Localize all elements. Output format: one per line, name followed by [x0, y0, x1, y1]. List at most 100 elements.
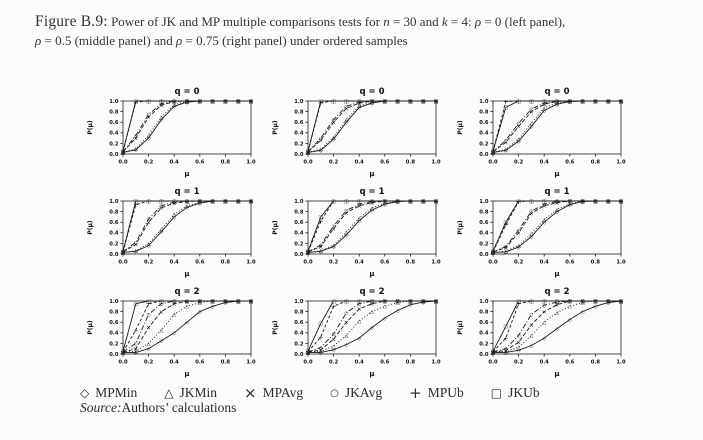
circle-marker-icon: ○	[619, 100, 623, 105]
times-marker-icon: ×	[529, 109, 534, 116]
triangle-marker-icon: △	[568, 304, 572, 310]
times-marker-icon: ×	[516, 340, 521, 347]
triangle-marker-icon: △	[185, 204, 189, 210]
y-tick-label: 0.8	[479, 310, 489, 316]
caption-segment: k	[441, 14, 448, 29]
figure-caption: Figure B.9: Power of JK and MP multiple …	[35, 12, 687, 50]
triangle-marker-icon: △	[606, 299, 610, 305]
times-marker-icon: ×	[503, 348, 508, 355]
x-tick-label: 0.2	[514, 360, 524, 366]
circle-marker-icon: ○	[172, 100, 176, 105]
diamond-marker-icon: ◇	[147, 347, 151, 353]
diamond-marker-icon: ◇	[529, 124, 533, 130]
square-marker-icon: □	[370, 199, 375, 205]
plus-marker-icon: +	[120, 248, 125, 256]
diamond-marker-icon: ◇	[606, 199, 610, 205]
circle-marker-icon: ○	[223, 300, 227, 305]
circle-marker-icon: ○	[606, 200, 610, 205]
triangle-marker-icon: △	[344, 230, 348, 236]
legend: ◇ MPMin △ JKMin × MPAvg ○ JKAvg + MPUb □ JKUb	[80, 384, 540, 402]
square-marker-icon: □	[555, 99, 560, 105]
plus-marker-icon: +	[305, 148, 310, 156]
square-marker-icon: □	[197, 299, 202, 305]
series-JKUb: □ □ □ □ □ □ □ □ □ □ □	[491, 99, 624, 155]
square-marker-icon: □	[344, 199, 349, 205]
triangle-marker-icon: △	[568, 99, 572, 105]
times-marker-icon: ×	[554, 99, 559, 106]
times-marker-icon: ×	[433, 198, 438, 205]
circle-marker-icon: ○	[568, 200, 572, 205]
plus-marker-icon: +	[409, 384, 422, 402]
times-marker-icon: ×	[554, 200, 559, 207]
diamond-marker-icon: ◇	[593, 304, 597, 310]
diamond-marker-icon: ◇	[568, 203, 572, 209]
series-JKUb: □ □ □ □ □ □ □ □ □ □ □	[306, 299, 439, 355]
square-marker-icon: □	[357, 99, 362, 105]
square-marker-icon: □	[210, 99, 215, 105]
triangle-marker-icon: △	[383, 201, 387, 207]
diamond-marker-icon: ◇	[606, 301, 610, 307]
triangle-marker-icon: △	[491, 350, 495, 356]
diamond-marker-icon: ◇	[198, 201, 202, 207]
series-JKMin: △ △ △ △ △ △ △ △ △ △ △	[306, 299, 438, 356]
diamond-marker-icon: ◇	[408, 303, 412, 309]
circle-marker-icon: ○	[517, 229, 521, 234]
triangle-marker-icon: △	[332, 344, 336, 350]
plus-marker-icon: +	[133, 201, 138, 209]
circle-marker-icon: ○	[491, 351, 495, 356]
triangle-marker-icon: △	[434, 299, 438, 305]
circle-marker-icon: ○	[568, 100, 572, 105]
times-marker-icon: ×	[318, 347, 323, 354]
x-tick-label: 1.0	[431, 360, 441, 366]
square-marker-icon: □	[159, 299, 164, 305]
y-tick-label: 1.0	[479, 99, 489, 105]
square-marker-icon: □	[529, 99, 534, 105]
plus-marker-icon: +	[133, 327, 138, 335]
y-tick-label: 0.8	[294, 210, 304, 216]
x-tick-label: 0.2	[514, 160, 524, 166]
diamond-marker-icon: ◇	[517, 245, 521, 251]
square-marker-icon: □	[434, 199, 439, 205]
legend-item-mpmin: ◇ MPMin	[80, 385, 137, 401]
circle-marker-icon: ○	[344, 105, 348, 110]
times-marker-icon: ×	[248, 298, 253, 305]
y-axis-label: P(μ)	[87, 320, 94, 335]
diamond-marker-icon: ◇	[344, 233, 348, 239]
square-marker-icon: □	[249, 299, 254, 305]
times-marker-icon: ×	[172, 301, 177, 308]
times-marker-icon: ×	[210, 98, 215, 105]
square-marker-icon: □	[236, 99, 241, 105]
times-marker-icon: ×	[146, 219, 151, 226]
y-tick-label: 0.4	[479, 131, 489, 137]
caption-segment: = 0 (left panel),	[481, 14, 566, 29]
times-marker-icon: ×	[318, 138, 323, 145]
circle-marker-icon: ○	[555, 301, 559, 306]
x-tick-label: 1.0	[246, 260, 256, 266]
caption-segment: ρ	[474, 14, 482, 29]
subplot-svg: q = 1 0.0 0.2 0.4 0.6 0.8 1.0 0.0 0.2 0.4 0.6 0.8 1.…	[87, 187, 256, 278]
circle-marker-icon: ○	[619, 300, 623, 305]
times-marker-icon: ×	[593, 298, 598, 305]
y-tick-label: 0.0	[109, 152, 119, 158]
plus-marker-icon: +	[120, 348, 125, 356]
y-tick-label: 0.4	[294, 131, 304, 137]
triangle-marker-icon: △	[159, 328, 163, 334]
x-tick-label: 0.0	[118, 360, 128, 366]
x-tick-label: 0.6	[380, 360, 390, 366]
diamond-marker-icon: ◇	[223, 199, 227, 205]
y-tick-label: 0.2	[294, 241, 304, 247]
square-marker-icon: □	[344, 99, 349, 105]
diamond-marker-icon: ◇	[357, 105, 361, 111]
square-marker-icon: □	[331, 99, 336, 105]
diamond-marker-icon: ◇	[383, 99, 387, 105]
series-JKUb: □ □ □ □ □ □ □ □ □ □ □	[491, 299, 624, 355]
diamond-marker-icon: ◇	[121, 350, 125, 356]
caption-segment: = 0.5 (middle panel) and	[41, 33, 177, 48]
y-tick-label: 0.6	[294, 220, 304, 226]
circle-marker-icon: ○	[434, 100, 438, 105]
triangle-marker-icon: △	[370, 206, 374, 212]
diamond-marker-icon: ◇	[370, 208, 374, 214]
diamond-marker-icon: ◇	[236, 299, 240, 305]
square-marker-icon: □	[516, 199, 521, 205]
triangle-marker-icon: △	[593, 299, 597, 305]
